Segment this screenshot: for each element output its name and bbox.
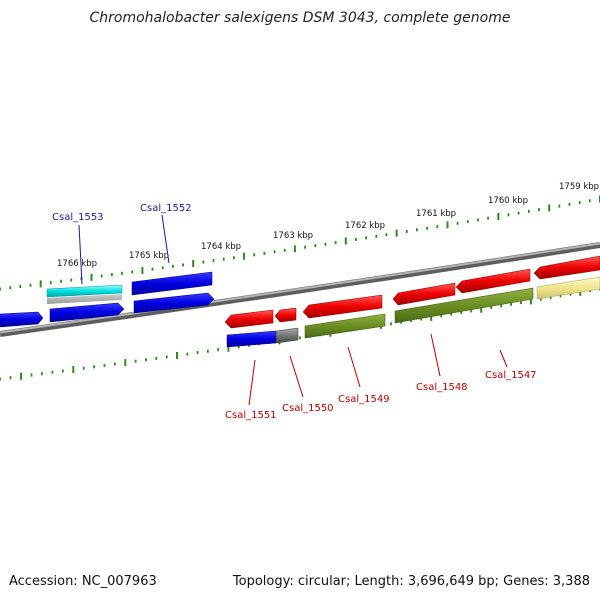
- scale-label: 1762 kbp: [345, 221, 385, 231]
- gene-arrow-plus[interactable]: [49, 302, 125, 323]
- genome-summary-text: Topology: circular; Length: 3,696,649 bp…: [232, 574, 590, 589]
- plus-strand-genes: [0, 255, 600, 328]
- gene-csal-1553-shadow: [47, 294, 122, 304]
- gene-csal-1552[interactable]: [131, 271, 213, 296]
- gene-csal-1548[interactable]: [394, 287, 534, 324]
- scale-label: 1760 kbp: [488, 196, 528, 206]
- gene-label[interactable]: Csal_1547: [485, 370, 537, 381]
- gene-label[interactable]: Csal_1550: [282, 403, 334, 414]
- minus-strand-genes: [224, 276, 600, 348]
- scale-label: 1765 kbp: [129, 251, 169, 261]
- scale-label: 1761 kbp: [416, 209, 456, 219]
- gene-pseudo-yellow[interactable]: [536, 276, 600, 300]
- scale-label: 1766 kbp: [57, 259, 97, 269]
- gene-arrow-plus[interactable]: [0, 311, 44, 328]
- gene-csal-1553[interactable]: [46, 284, 123, 298]
- gene-arrow-red[interactable]: [455, 268, 531, 294]
- scale-label: 1759 kbp: [559, 182, 599, 192]
- gene-csal-1550[interactable]: [275, 327, 299, 344]
- gene-label[interactable]: Csal_1552: [140, 203, 192, 214]
- gene-csal-1551[interactable]: [226, 330, 277, 348]
- gene-arrow-red[interactable]: [302, 294, 383, 319]
- map-title: Chromohalobacter salexigens DSM 3043, co…: [89, 10, 511, 26]
- gene-arrow-red[interactable]: [392, 282, 456, 306]
- gene-arrow-red[interactable]: [274, 307, 297, 323]
- gene-arrow-red[interactable]: [224, 309, 274, 329]
- accession-text: Accession: NC_007963: [9, 574, 157, 589]
- gene-label[interactable]: Csal_1548: [416, 382, 468, 393]
- gene-label[interactable]: Csal_1553: [52, 212, 104, 223]
- gene-labels: Csal_1553 Csal_1552 Csal_1551 Csal_1550 …: [52, 203, 537, 421]
- gene-csal-1549[interactable]: [304, 313, 386, 339]
- gene-arrow-plus[interactable]: [133, 292, 215, 314]
- genome-backbone-highlight: [0, 242, 600, 334]
- genome-backbone: [0, 242, 600, 337]
- scale-label: 1764 kbp: [201, 242, 241, 252]
- gene-label[interactable]: Csal_1551: [225, 410, 277, 421]
- gene-arrow-red[interactable]: [533, 255, 600, 280]
- gene-label[interactable]: Csal_1549: [338, 394, 390, 405]
- scale-label: 1763 kbp: [273, 231, 313, 241]
- scale-labels: 1766 kbp 1765 kbp 1764 kbp 1763 kbp 1762…: [57, 182, 599, 269]
